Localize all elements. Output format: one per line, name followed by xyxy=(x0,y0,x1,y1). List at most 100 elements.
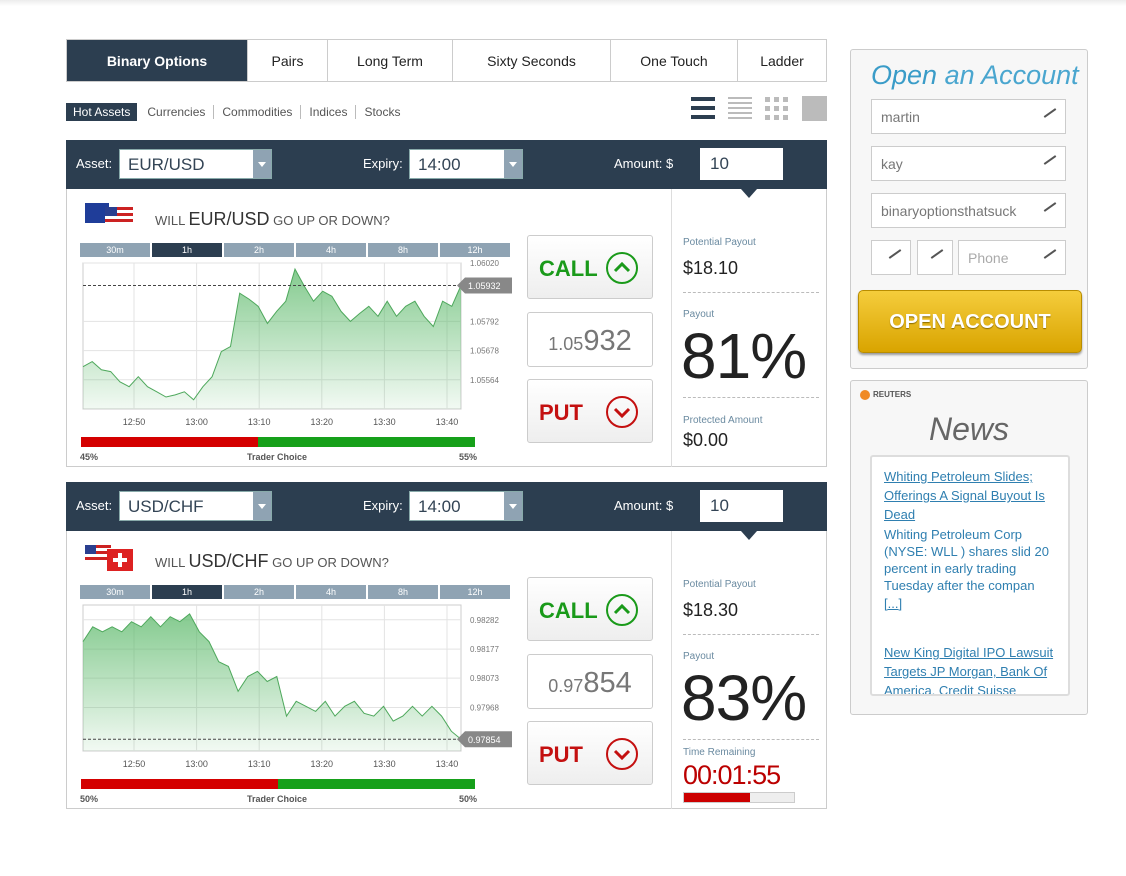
up-share xyxy=(258,437,475,447)
timeframes: 30m 1h 2h 4h 8h 12h xyxy=(80,243,512,257)
current-price-label: 1.05932 xyxy=(468,281,501,291)
sub-tab[interactable]: Commodities xyxy=(214,105,302,119)
source-name: REUTERS xyxy=(873,390,912,400)
trade-panel: Asset: EUR/USD Expiry: 14:00 Amount: $ 1… xyxy=(66,140,827,467)
up-share xyxy=(278,779,475,789)
x-tick-label: 12:50 xyxy=(123,417,146,427)
x-tick-label: 13:10 xyxy=(248,417,271,427)
view-single[interactable] xyxy=(802,96,827,121)
timeframe-button[interactable]: 12h xyxy=(440,585,510,599)
timeframe-button[interactable]: 1h xyxy=(152,585,222,599)
tab[interactable]: Ladder xyxy=(760,52,804,69)
put-button[interactable]: PUT xyxy=(527,379,653,443)
news-summary: Whiting Petroleum Corp (NYSE: WLL ) shar… xyxy=(884,527,1049,593)
down-share xyxy=(81,779,278,789)
question-post: GO UP OR DOWN? xyxy=(272,555,389,570)
price-main: 932 xyxy=(583,325,632,357)
amount-notch xyxy=(741,531,757,548)
timeframe-button[interactable]: 4h xyxy=(296,585,366,599)
x-tick-label: 13:20 xyxy=(311,417,334,427)
protected-amount: $0.00 xyxy=(683,430,729,450)
email: binaryoptionsthatsuck xyxy=(881,203,1017,219)
field-icon xyxy=(888,249,902,259)
open-account-button[interactable]: OPEN ACCOUNT xyxy=(858,290,1082,353)
first-name-input[interactable]: martin xyxy=(871,99,1066,134)
amount-input[interactable]: 10 xyxy=(700,148,783,180)
y-tick-label: 1.06020 xyxy=(470,259,499,268)
amount-input[interactable]: 10 xyxy=(700,490,783,522)
timeframe-button[interactable]: 12h xyxy=(440,243,510,257)
sub-tab[interactable]: Indices xyxy=(301,105,357,119)
phone-input[interactable]: Phone xyxy=(958,240,1066,275)
x-tick-label: 12:50 xyxy=(123,759,146,769)
tab[interactable]: Sixty Seconds xyxy=(453,40,611,81)
y-tick-label: 0.98177 xyxy=(470,645,499,654)
potential-payout-label: Potential Payout xyxy=(683,579,756,590)
news-more[interactable]: [...] xyxy=(884,596,903,611)
expiry-value: 14:00 xyxy=(418,155,461,174)
timeframe-button[interactable]: 8h xyxy=(368,243,438,257)
sub-tab[interactable]: Currencies xyxy=(139,105,215,119)
country-code-input[interactable] xyxy=(871,240,911,275)
time-remaining-label: Time Remaining xyxy=(683,747,756,758)
asset-select[interactable]: USD/CHF xyxy=(119,491,272,521)
asset-label: Asset: xyxy=(76,498,113,513)
email-input[interactable]: binaryoptionsthatsuck xyxy=(871,193,1066,228)
timeframe-button[interactable]: 1h xyxy=(152,243,222,257)
y-tick-label: 0.98073 xyxy=(470,674,499,683)
payout: 81% xyxy=(681,320,807,392)
separator xyxy=(683,397,819,398)
x-tick-label: 13:00 xyxy=(185,759,208,769)
tab[interactable]: One Touch xyxy=(611,40,738,81)
y-tick-label: 1.05564 xyxy=(470,376,499,385)
y-tick-label: 1.05792 xyxy=(470,317,499,326)
down-icon xyxy=(606,396,638,428)
timeframe-button[interactable]: 2h xyxy=(224,243,294,257)
call-button[interactable]: CALL xyxy=(527,235,653,299)
trader-choice-bar xyxy=(81,437,475,447)
current-price-label: 0.97854 xyxy=(468,735,501,745)
time-remaining: 00:01:55 xyxy=(683,760,781,790)
x-tick-label: 13:00 xyxy=(185,417,208,427)
news-headline[interactable]: New King Digital IPO Lawsuit Targets JP … xyxy=(884,645,1054,696)
view-grid[interactable] xyxy=(765,97,788,120)
phone-placeholder: Phone xyxy=(968,250,1009,266)
currency-flags xyxy=(85,545,133,571)
price-line xyxy=(82,267,462,401)
up-share-label: 55% xyxy=(458,452,477,462)
expiry-select[interactable]: 14:00 xyxy=(409,491,523,521)
dropdown-arrow xyxy=(253,150,271,178)
last-name-input[interactable]: kay xyxy=(871,146,1066,181)
timeframe-button[interactable]: 30m xyxy=(80,243,150,257)
view-toggles xyxy=(691,96,827,121)
question: WILL EUR/USD GO UP OR DOWN? xyxy=(155,209,390,230)
sub-tab[interactable]: Hot Assets xyxy=(66,103,138,121)
question-asset: EUR/USD xyxy=(188,209,270,229)
tab[interactable]: Pairs xyxy=(248,40,328,81)
area-code-input[interactable] xyxy=(917,240,953,275)
amount-value: 10 xyxy=(710,154,729,173)
field-icon xyxy=(1043,249,1057,259)
title-rest: an Account xyxy=(944,60,1079,90)
sub-tab[interactable]: Stocks xyxy=(364,105,401,119)
timeframe-button[interactable]: 2h xyxy=(224,585,294,599)
timeframe-button[interactable]: 8h xyxy=(368,585,438,599)
news-title: News xyxy=(928,411,1009,447)
amount-value: 10 xyxy=(710,496,729,515)
timeframe-button[interactable]: 30m xyxy=(80,585,150,599)
separator xyxy=(683,292,819,293)
put-button[interactable]: PUT xyxy=(527,721,653,785)
asset-value: EUR/USD xyxy=(128,155,205,174)
news-headline[interactable]: Whiting Petroleum Slides; Offerings A Si… xyxy=(884,469,1045,522)
asset-select[interactable]: EUR/USD xyxy=(119,149,272,179)
call-button[interactable]: CALL xyxy=(527,577,653,641)
view-list[interactable] xyxy=(691,97,715,119)
tab[interactable]: Long Term xyxy=(328,40,453,81)
timeframe-button[interactable]: 4h xyxy=(296,243,366,257)
expiry-select[interactable]: 14:00 xyxy=(409,149,523,179)
panel-header: Asset: USD/CHF Expiry: 14:00 Amount: $ 1… xyxy=(66,482,827,531)
tab[interactable]: Binary Options xyxy=(67,40,248,81)
down-share-label: 50% xyxy=(80,794,99,804)
view-compact[interactable] xyxy=(728,97,752,119)
timeframes: 30m 1h 2h 4h 8h 12h xyxy=(80,585,512,599)
